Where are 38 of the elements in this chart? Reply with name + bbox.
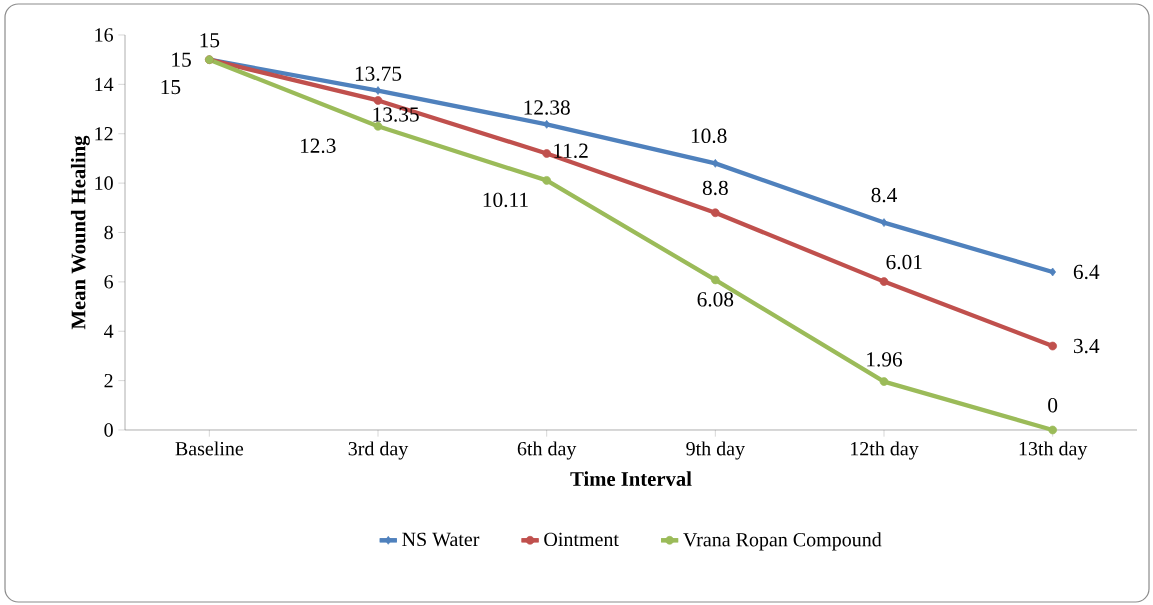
y-tick-label: 12	[95, 127, 113, 141]
data-label: 8.8	[702, 180, 728, 196]
y-tick-label: 16	[95, 28, 114, 42]
data-label: 15	[161, 79, 181, 95]
x-tick-label: 13th day	[1019, 441, 1088, 460]
data-label: 8.4	[871, 187, 897, 203]
data-label: 10.11	[483, 192, 528, 208]
data-label: 0	[1048, 398, 1058, 413]
x-tick-label: 9th day	[686, 441, 745, 460]
y-tick-label: 10	[95, 176, 113, 190]
y-tick-label: 8	[104, 225, 113, 240]
data-label: 6.08	[697, 292, 734, 307]
y-tick-label: 0	[104, 423, 113, 437]
y-tick-label: 2	[104, 374, 113, 388]
data-label: 15	[200, 33, 220, 48]
x-tick-label: 3rd day	[348, 441, 409, 460]
y-tick-label: 6	[104, 275, 114, 289]
x-tick-label: Baseline	[175, 441, 244, 456]
legend-label: Ointment	[544, 532, 619, 547]
data-label: 13.35	[373, 107, 419, 122]
data-label: 13.75	[355, 66, 402, 81]
legend-label: NS Water	[402, 532, 480, 547]
data-label: 10.8	[691, 128, 727, 144]
y-tick-label: 14	[95, 77, 114, 91]
data-label: 12.3	[300, 138, 336, 154]
y-axis-title: Mean Wound Healing	[70, 135, 90, 330]
data-label: 11.2	[554, 143, 588, 159]
x-axis-title: Time Interval	[570, 471, 692, 486]
data-label: 15	[172, 52, 191, 67]
legend-label: Vrana Ropan Compound	[683, 532, 882, 551]
x-tick-label: 12th day	[851, 441, 919, 460]
data-label: 3.4	[1073, 338, 1100, 354]
data-label: 6.4	[1073, 264, 1100, 280]
data-label: 6.01	[886, 254, 922, 270]
data-label: 12.38	[524, 100, 570, 115]
data-label: 1.96	[867, 352, 903, 367]
y-tick-label: 4	[104, 324, 114, 338]
x-tick-label: 6th day	[517, 441, 577, 460]
